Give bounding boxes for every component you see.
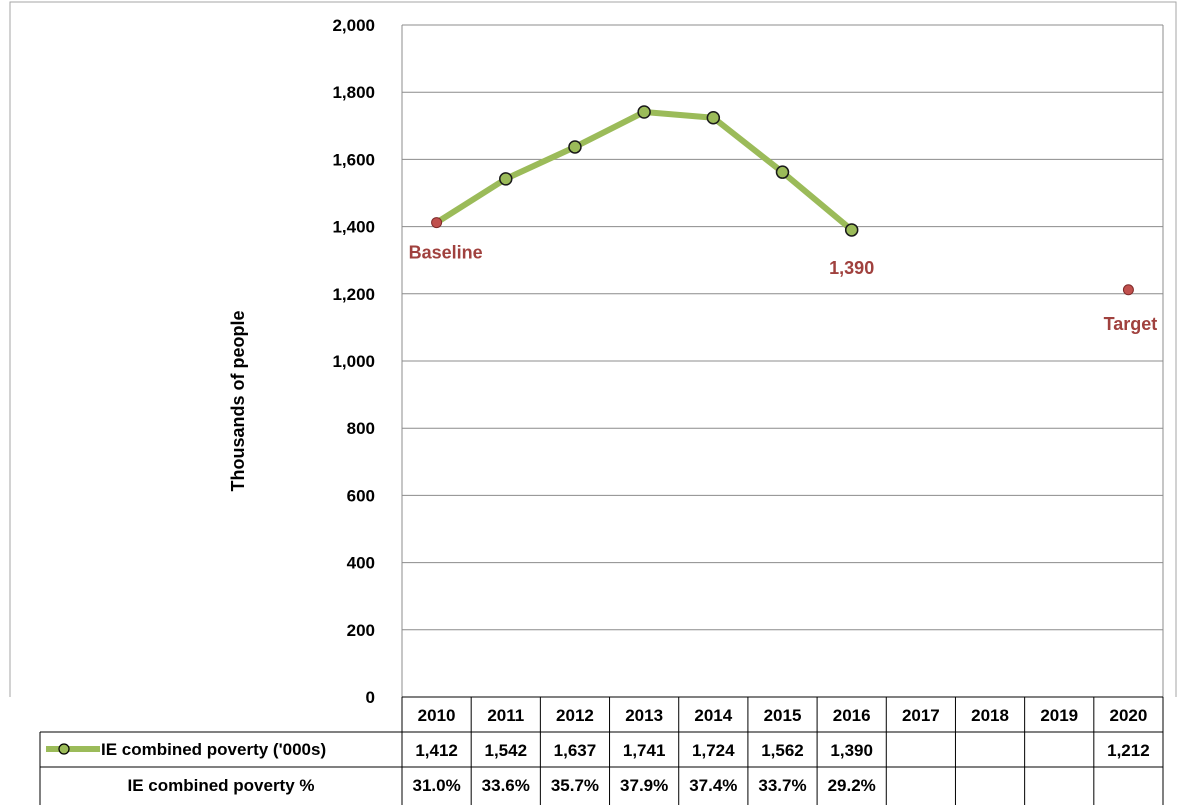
data-point — [568, 140, 582, 154]
x-tick-label: 2019 — [1040, 706, 1078, 725]
x-tick-label: 2017 — [902, 706, 940, 725]
table-cell: 29.2% — [828, 776, 876, 795]
annotation-label: Target — [1104, 314, 1158, 334]
table-cell: 1,212 — [1107, 741, 1150, 760]
legend-marker — [58, 743, 70, 755]
table-cell: 1,724 — [692, 741, 735, 760]
y-tick-label: 200 — [347, 621, 375, 640]
y-axis-label: Thousands of people — [228, 310, 248, 491]
x-tick-label: 2011 — [487, 706, 524, 725]
table-row-label: IE combined poverty % — [127, 776, 314, 795]
y-tick-label: 600 — [347, 486, 375, 505]
annotation-label: Baseline — [409, 243, 483, 263]
y-tick-label: 1,800 — [332, 83, 375, 102]
x-tick-label: 2012 — [556, 706, 594, 725]
table-cell: 33.6% — [482, 776, 530, 795]
table-cell: 1,412 — [415, 741, 458, 760]
y-tick-label: 400 — [347, 554, 375, 573]
x-tick-label: 2010 — [418, 706, 456, 725]
data-point — [775, 165, 790, 179]
table-cell: 1,637 — [554, 741, 597, 760]
x-tick-label: 2020 — [1109, 706, 1147, 725]
table-cell: 33.7% — [758, 776, 806, 795]
chart-frame — [9, 1, 1177, 697]
y-tick-label: 1,400 — [332, 218, 375, 237]
y-tick-label: 2,000 — [332, 16, 375, 35]
highlight-point — [1122, 284, 1134, 296]
table-row-label: IE combined poverty ('000s) — [101, 740, 326, 759]
data-point — [499, 172, 513, 186]
x-tick-label: 2018 — [971, 706, 1009, 725]
y-tick-label: 800 — [347, 419, 375, 438]
data-point — [844, 223, 859, 237]
data-point — [706, 110, 721, 125]
highlight-point — [431, 217, 443, 229]
x-tick-label: 2014 — [694, 706, 732, 725]
series-line — [433, 109, 855, 233]
x-tick-label: 2016 — [833, 706, 871, 725]
x-tick-label: 2013 — [625, 706, 663, 725]
table-cell: 1,741 — [623, 741, 666, 760]
table-cell: 31.0% — [412, 776, 460, 795]
table-cell: 1,542 — [484, 741, 527, 760]
table-cell: 1,390 — [830, 741, 873, 760]
table-cell: 37.9% — [620, 776, 668, 795]
y-tick-label: 0 — [366, 688, 375, 707]
y-tick-label: 1,000 — [332, 352, 375, 371]
table-cell: 35.7% — [551, 776, 599, 795]
annotation-label: 1,390 — [829, 258, 874, 278]
y-tick-label: 1,200 — [332, 285, 375, 304]
y-tick-label: 1,600 — [332, 150, 375, 169]
table-cell: 1,562 — [761, 741, 804, 760]
data-point — [637, 105, 651, 119]
x-tick-label: 2015 — [764, 706, 802, 725]
table-cell: 37.4% — [689, 776, 737, 795]
